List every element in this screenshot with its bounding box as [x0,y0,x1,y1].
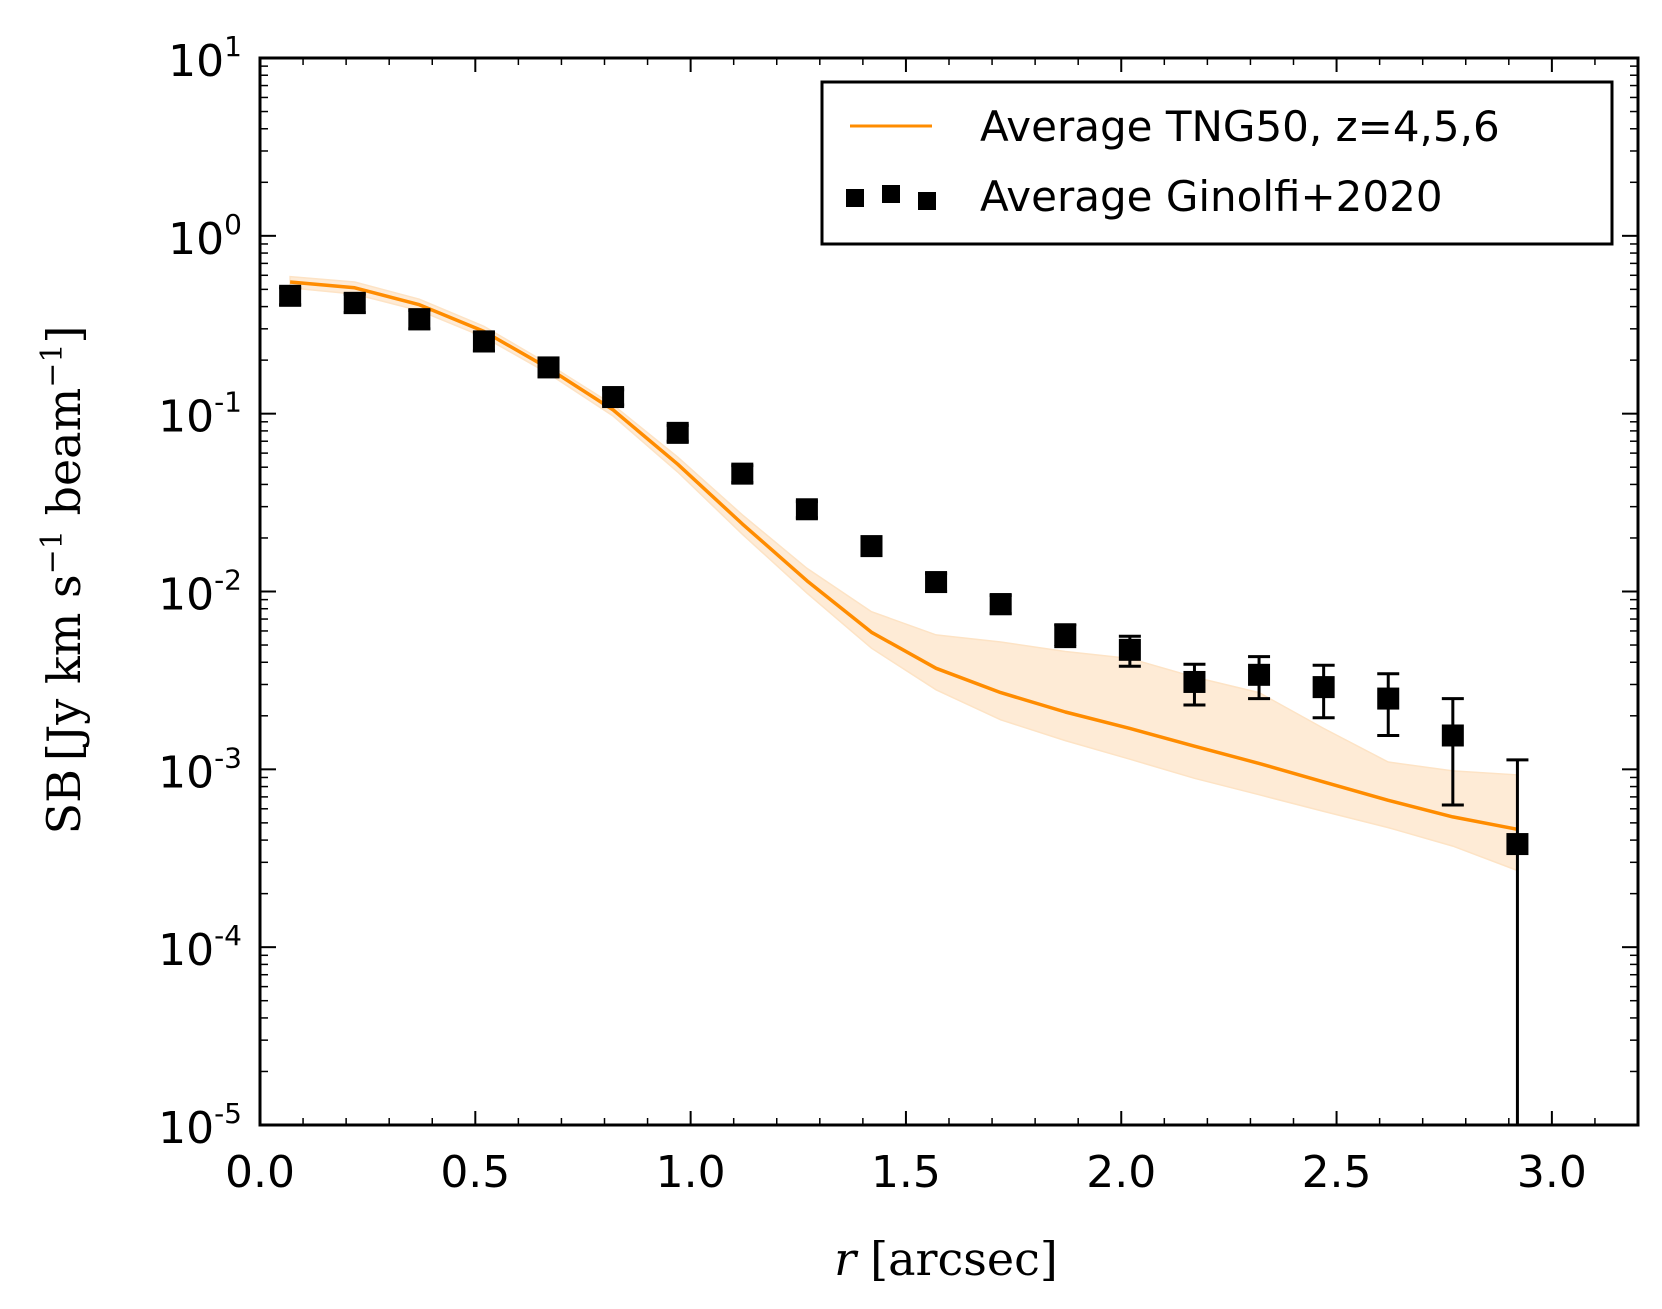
legend-ginolfi-marker-1 [846,189,864,207]
y-axis-unit-b: beam [37,388,91,530]
y-axis-quantity: SB [37,769,91,834]
ginolfi-data-point [731,462,754,485]
y-tick-label: 10-2 [158,564,242,621]
ginolfi-point-group [1248,655,1271,701]
ginolfi-point-group [1506,758,1529,1127]
ginolfi-data-point [408,308,431,331]
y-tick-base: 10 [168,214,224,265]
x-tick-label: 3.0 [1517,1147,1587,1198]
y-tick-exponent: -1 [214,386,242,419]
x-axis-label: r [arcsec] [834,1232,1058,1286]
y-tick-base: 10 [158,1103,214,1154]
ginolfi-point-group [1054,623,1077,649]
legend-frame [820,80,1614,246]
ginolfi-point-group [860,535,883,558]
ginolfi-data-point [472,330,495,353]
ginolfi-data-point [1377,687,1400,710]
legend-ginolfi-marker-2 [882,185,900,203]
ginolfi-data-point [1312,676,1335,699]
tng50-scatter-band [289,275,1519,872]
ginolfi-point-group [731,462,754,485]
ginolfi-data-point [602,386,625,409]
y-axis-exp-b: −1 [35,344,70,388]
x-tick-label: 2.5 [1302,1147,1372,1198]
ginolfi-data-point [1118,638,1141,661]
y-tick-exponent: -3 [214,741,242,774]
ginolfi-point-group [925,571,948,594]
ginolfi-data-point [666,421,689,444]
tng50-scatter-band-layer [289,275,1519,872]
x-axis-unit: [arcsec] [870,1232,1058,1286]
ginolfi-data-point [989,593,1012,616]
ginolfi-point-group [472,330,495,353]
ginolfi-point-group [1377,672,1400,737]
legend-tng50-label: Average TNG50, z=4,5,6 [980,102,1500,151]
x-axis-variable: r [834,1232,859,1286]
ginolfi-point-group [602,386,625,409]
ginolfi-data-point [1054,623,1077,646]
tick-label-layer: 0.0 0.5 1.0 1.5 2.0 2.5 3.010-510-410-310-210-… [158,30,1587,1198]
y-tick-label: 10-1 [158,386,242,443]
y-tick-base: 10 [158,392,214,443]
y-tick-label: 10-3 [158,741,242,798]
ginolfi-point-group [537,356,560,379]
y-tick-base: 10 [158,747,214,798]
y-tick-base: 10 [168,36,224,87]
x-tick-label: 0.0 [225,1147,295,1198]
ginolfi-point-group [666,421,689,444]
y-tick-exponent: -5 [214,1097,242,1130]
ginolfi-data-point [343,291,366,314]
y-tick-exponent: -2 [214,564,242,597]
ginolfi-data-point [1248,663,1271,686]
x-tick-label: 1.0 [656,1147,726,1198]
legend-ginolfi-marker-3 [918,192,936,210]
y-tick-base: 10 [158,570,214,621]
ginolfi-point-group [989,593,1012,616]
y-tick-base: 10 [158,925,214,976]
ginolfi-points-layer [279,284,1529,1127]
legend-ginolfi-label: Average Ginolfi+2020 [980,172,1443,221]
ginolfi-data-point [795,498,818,521]
ginolfi-point-group [279,284,302,307]
y-tick-exponent: -4 [214,919,242,952]
ginolfi-point-group [343,291,366,315]
ginolfi-data-point [1441,724,1464,747]
ginolfi-point-group [1441,697,1464,807]
y-axis-label: SB[Jy km s−1 beam−1] [35,326,91,835]
legend: Average TNG50, z=4,5,6 Average Ginolfi+2… [820,80,1614,246]
x-tick-label: 0.5 [440,1147,510,1198]
x-tick-label: 1.5 [871,1147,941,1198]
x-tick-label: 2.0 [1086,1147,1156,1198]
y-axis-exp-a: −1 [35,530,70,574]
ginolfi-point-group [1118,634,1141,668]
ginolfi-point-group [1183,662,1206,707]
axes-layer [258,56,1640,1127]
ginolfi-data-point [860,535,883,558]
y-tick-label: 100 [168,208,242,265]
ginolfi-data-point [925,571,948,594]
ginolfi-point-group [1312,663,1335,720]
y-tick-exponent: 0 [224,208,242,241]
ginolfi-data-point [537,356,560,379]
y-tick-label: 10-4 [158,919,242,976]
y-tick-label: 101 [168,30,242,87]
y-axis-unit-a: [Jy km s [37,574,91,761]
y-axis-unit-close: ] [37,326,91,344]
ginolfi-point-group [795,498,818,521]
ginolfi-point-group [408,308,431,331]
ginolfi-data-point [279,284,302,307]
ginolfi-data-point [1506,833,1529,856]
y-tick-exponent: 1 [224,30,242,63]
ginolfi-data-point [1183,670,1206,693]
y-tick-label: 10-5 [158,1097,242,1154]
